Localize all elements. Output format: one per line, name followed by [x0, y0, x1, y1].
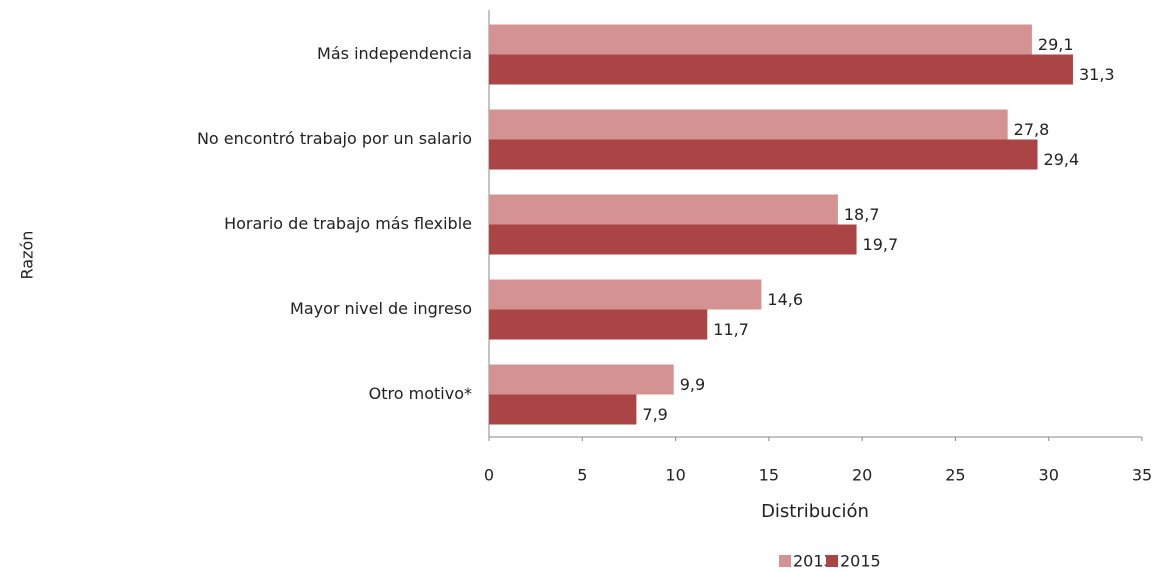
- x-tick-label: 15: [759, 466, 779, 485]
- bar: [489, 139, 1038, 170]
- data-label: 27,8: [1014, 120, 1050, 139]
- bar: [489, 394, 637, 425]
- x-tick-label: 25: [945, 466, 965, 485]
- bar: [489, 24, 1032, 55]
- y-tick-label: Otro motivo*: [369, 384, 472, 403]
- x-tick-label: 30: [1039, 466, 1059, 485]
- legend-label: 2015: [840, 552, 881, 569]
- bar: [489, 54, 1073, 85]
- data-label: 14,6: [767, 290, 803, 309]
- x-tick-label: 20: [852, 466, 872, 485]
- bar: [489, 109, 1008, 140]
- x-tick-label: 35: [1132, 466, 1152, 485]
- y-tick-label: Más independencia: [317, 44, 472, 63]
- legend-swatch: [779, 555, 791, 567]
- data-label: 29,1: [1038, 35, 1074, 54]
- data-label: 9,9: [680, 375, 705, 394]
- bar: [489, 279, 762, 310]
- data-label: 7,9: [642, 405, 667, 424]
- x-tick-label: 0: [484, 466, 494, 485]
- legend-swatch: [826, 555, 838, 567]
- y-tick-label: Mayor nivel de ingreso: [290, 299, 472, 318]
- bar: [489, 364, 674, 395]
- bar: [489, 309, 708, 340]
- data-label: 29,4: [1044, 150, 1080, 169]
- legend-label: 2013: [793, 552, 834, 569]
- data-label: 11,7: [713, 320, 749, 339]
- data-label: 19,7: [863, 235, 899, 254]
- y-tick-label: No encontró trabajo por un salario: [197, 129, 472, 148]
- y-axis-title: Razón: [18, 231, 37, 280]
- x-tick-label: 5: [577, 466, 587, 485]
- data-label: 18,7: [844, 205, 880, 224]
- x-tick-label: 10: [665, 466, 685, 485]
- bar: [489, 224, 857, 255]
- bar: [489, 194, 838, 225]
- y-tick-label: Horario de trabajo más flexible: [224, 214, 472, 233]
- x-axis-title: Distribución: [761, 501, 869, 522]
- data-label: 31,3: [1079, 65, 1115, 84]
